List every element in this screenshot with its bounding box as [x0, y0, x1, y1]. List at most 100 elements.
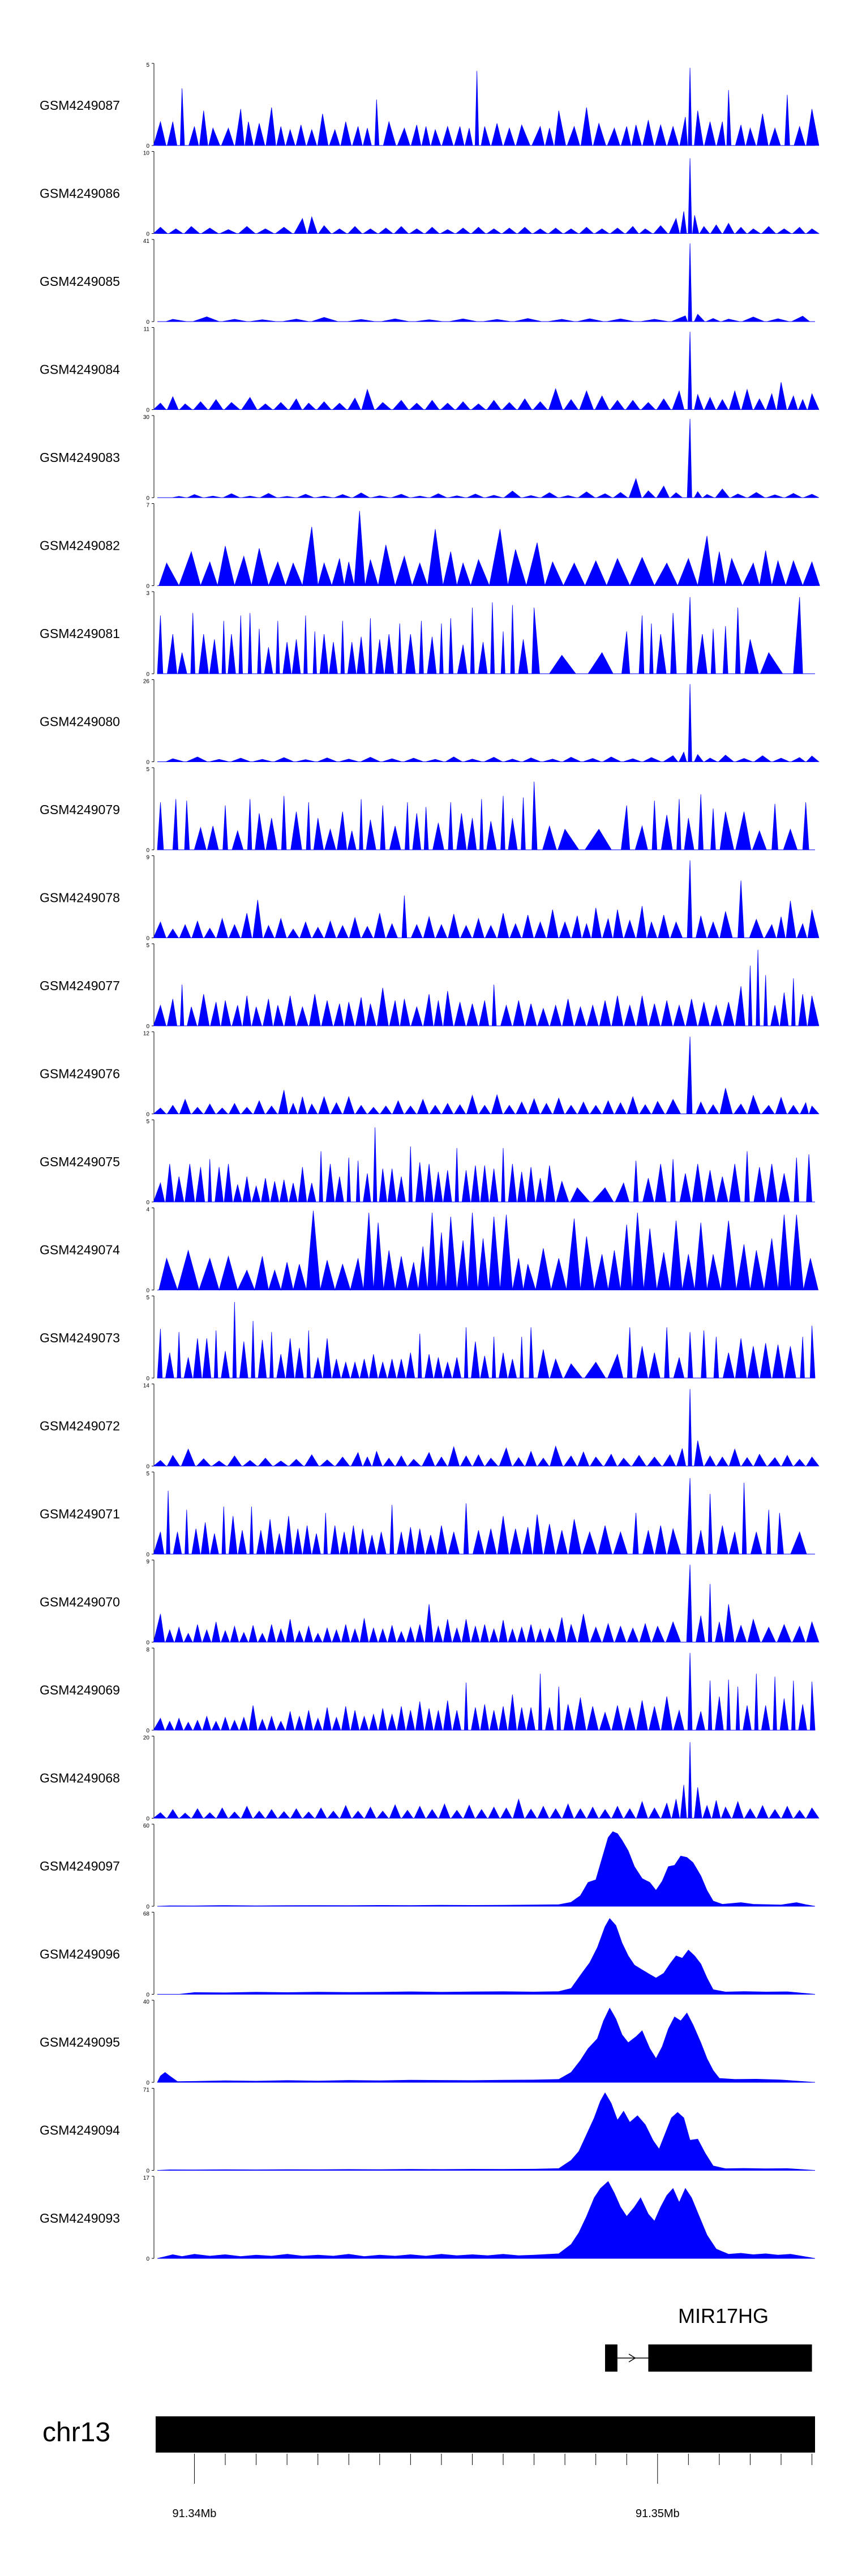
track-ymin-label: 0: [146, 2256, 149, 2262]
track-label: GSM4249094: [40, 2123, 120, 2138]
track-ymin-label: 0: [146, 1288, 149, 1294]
track-coverage: [153, 1478, 807, 1555]
track-ymax-label: 7: [146, 503, 149, 509]
track-ymax-label: 11: [144, 327, 150, 333]
track-label: GSM4249072: [40, 1419, 120, 1434]
track-ymin-label: 0: [146, 1640, 149, 1646]
track-label: GSM4249078: [40, 891, 120, 905]
track-ymin-label: 0: [146, 2080, 149, 2086]
track-label: GSM4249096: [40, 1947, 120, 1962]
track-ymax-label: 9: [146, 1559, 149, 1565]
track-coverage: [165, 684, 820, 762]
track-ymin-label: 0: [146, 584, 149, 590]
track-coverage: [153, 1036, 820, 1114]
track-label: GSM4249097: [40, 1859, 120, 1873]
track-ymin-label: 0: [146, 1816, 149, 1822]
track-label: GSM4249085: [40, 274, 120, 289]
track-label: GSM4249077: [40, 978, 120, 993]
track-ymin-label: 0: [146, 936, 149, 942]
track-coverage: [157, 2092, 816, 2171]
track-label: GSM4249080: [40, 714, 120, 729]
track-ymax-label: 5: [146, 767, 149, 773]
track-coverage: [158, 511, 820, 587]
track-ymax-label: 3: [146, 590, 149, 597]
track-coverage: [157, 1302, 816, 1379]
track-label: GSM4249093: [40, 2211, 120, 2226]
track-coverage: [153, 860, 820, 938]
track-label: GSM4249082: [40, 538, 120, 553]
track-coverage: [153, 1389, 820, 1466]
track-ymax-label: 40: [143, 1999, 150, 2005]
track-label: GSM4249074: [40, 1243, 120, 1257]
chromosome-label: chr13: [42, 2417, 110, 2447]
track-label: GSM4249095: [40, 2035, 120, 2049]
track-ymin-label: 0: [146, 1024, 149, 1030]
track-ymax-label: 5: [146, 1295, 149, 1301]
track-coverage: [153, 1742, 820, 1818]
track-label: GSM4249069: [40, 1683, 120, 1697]
track-ymin-label: 0: [146, 2168, 149, 2175]
track-label: GSM4249083: [40, 450, 120, 465]
track-ymin-label: 0: [146, 1904, 149, 1910]
track-coverage: [153, 949, 820, 1026]
track-label: GSM4249073: [40, 1330, 120, 1345]
track-coverage: [153, 1564, 820, 1642]
track-ymax-label: 5: [146, 1471, 149, 1477]
track-ymin-label: 0: [146, 408, 149, 414]
chromosome-ideogram: [156, 2416, 815, 2453]
track-ymin-label: 0: [146, 671, 149, 678]
track-coverage: [153, 1127, 812, 1203]
track-ymax-label: 26: [143, 679, 150, 685]
track-ymin-label: 0: [146, 495, 149, 502]
track-ymax-label: 5: [146, 943, 149, 949]
track-ymax-label: 60: [143, 1823, 150, 1829]
track-ymin-label: 0: [146, 1552, 149, 1558]
track-ymax-label: 4: [146, 1207, 149, 1213]
track-coverage: [179, 1918, 816, 1995]
track-label: GSM4249087: [40, 98, 120, 113]
gene-exon: [605, 2344, 618, 2372]
track-ymax-label: 12: [143, 1031, 150, 1037]
track-ymin-label: 0: [146, 760, 149, 766]
gene-exon: [648, 2344, 812, 2372]
track-label: GSM4249070: [40, 1595, 120, 1610]
track-ymin-label: 0: [146, 319, 149, 326]
track-ymin-label: 0: [146, 1376, 149, 1382]
track-label: GSM4249075: [40, 1154, 120, 1169]
strand-arrow-icon: [628, 2354, 636, 2363]
track-ymax-label: 5: [146, 1119, 149, 1125]
gene-label: MIR17HG: [678, 2304, 769, 2327]
axis-tick-label: 91.34Mb: [173, 2507, 217, 2520]
track-coverage: [153, 67, 820, 146]
track-coverage: [157, 2007, 816, 2083]
track-ymin-label: 0: [146, 1728, 149, 1734]
track-ymax-label: 8: [146, 1647, 149, 1653]
track-ymax-label: 68: [143, 1911, 150, 1918]
track-label: GSM4249081: [40, 626, 120, 641]
axis-tick-label: 91.35Mb: [636, 2507, 680, 2520]
track-ymax-label: 5: [146, 62, 149, 69]
track-ymin-label: 0: [146, 1992, 149, 1999]
track-ymin-label: 0: [146, 1464, 149, 1470]
track-label: GSM4249086: [40, 186, 120, 201]
track-label: GSM4249071: [40, 1507, 120, 1521]
track-ymax-label: 41: [143, 238, 150, 245]
track-ymin-label: 0: [146, 848, 149, 854]
track-label: GSM4249084: [40, 362, 120, 377]
track-ymax-label: 14: [143, 1383, 150, 1389]
track-coverage: [157, 1831, 816, 1907]
track-coverage: [157, 597, 803, 674]
track-label: GSM4249076: [40, 1067, 120, 1081]
track-ymin-label: 0: [146, 232, 149, 238]
track-coverage: [171, 418, 819, 498]
track-ymax-label: 9: [146, 855, 149, 861]
track-ymin-label: 0: [146, 1200, 149, 1206]
track-ymax-label: 20: [143, 1735, 150, 1741]
track-coverage: [153, 331, 820, 410]
track-ymax-label: 10: [143, 151, 150, 157]
track-coverage: [153, 1653, 816, 1731]
track-ymax-label: 17: [143, 2175, 150, 2181]
track-ymin-label: 0: [146, 143, 149, 149]
track-coverage: [158, 1210, 819, 1291]
